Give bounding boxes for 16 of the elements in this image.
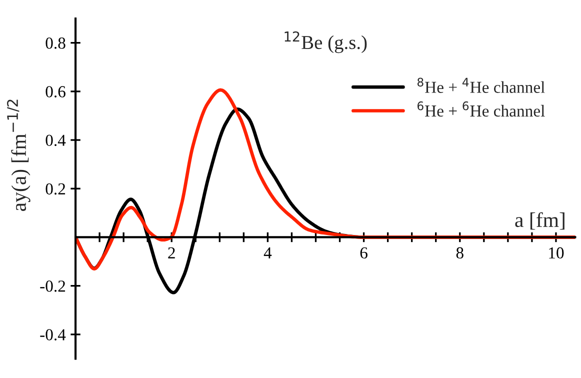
x-tick-label: 6 xyxy=(360,247,368,259)
y-axis-title: ay(a) [fm$^{−1/2}$ xyxy=(7,100,30,211)
y-tick-label: 0.4 xyxy=(46,134,66,146)
y-tick-label: 0.6 xyxy=(46,86,66,98)
y-tick-label: -0.2 xyxy=(40,280,66,292)
y-tick-label: 0.8 xyxy=(46,38,66,49)
legend-label: $^{6}$He + $^{6}$He channel xyxy=(418,101,545,117)
x-tick-label: 8 xyxy=(456,247,464,259)
y-tick-label: -0.4 xyxy=(40,329,66,340)
y-tick-label: 0.2 xyxy=(46,183,66,195)
text: $^{12}$Be (g.s.) xyxy=(284,31,367,54)
x-tick-label: 4 xyxy=(264,247,272,258)
x-tick-label: 10 xyxy=(549,247,564,259)
legend-label: $^{8}$He + $^{4}$He channel xyxy=(417,78,545,93)
x-tick-label: 2 xyxy=(168,247,175,258)
x-axis-title: a [fm] xyxy=(515,212,564,230)
